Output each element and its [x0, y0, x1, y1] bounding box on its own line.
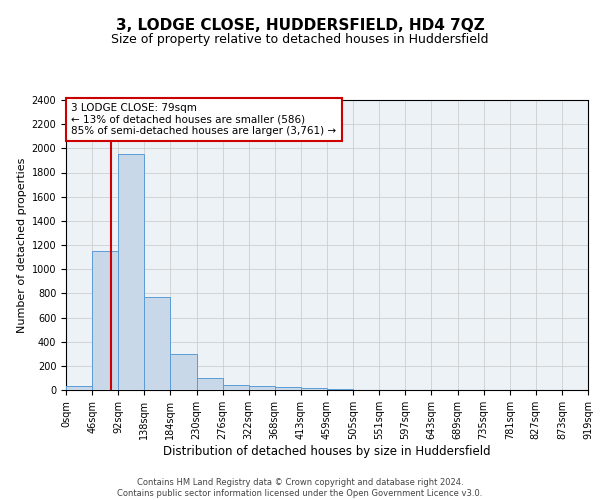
- Bar: [118, 154, 145, 390]
- Bar: [223, 384, 249, 390]
- X-axis label: Distribution of detached houses by size in Huddersfield: Distribution of detached houses by size …: [163, 444, 491, 458]
- Bar: [170, 354, 197, 390]
- Bar: [197, 378, 223, 390]
- Bar: [249, 386, 275, 390]
- Text: 3 LODGE CLOSE: 79sqm
← 13% of detached houses are smaller (586)
85% of semi-deta: 3 LODGE CLOSE: 79sqm ← 13% of detached h…: [71, 103, 337, 136]
- Bar: [327, 389, 353, 390]
- Bar: [275, 387, 301, 390]
- Text: Size of property relative to detached houses in Huddersfield: Size of property relative to detached ho…: [111, 32, 489, 46]
- Text: 3, LODGE CLOSE, HUDDERSFIELD, HD4 7QZ: 3, LODGE CLOSE, HUDDERSFIELD, HD4 7QZ: [116, 18, 484, 32]
- Bar: [301, 388, 327, 390]
- Bar: [92, 251, 118, 390]
- Y-axis label: Number of detached properties: Number of detached properties: [17, 158, 28, 332]
- Text: Contains HM Land Registry data © Crown copyright and database right 2024.
Contai: Contains HM Land Registry data © Crown c…: [118, 478, 482, 498]
- Bar: [145, 297, 170, 390]
- Bar: [66, 386, 92, 390]
